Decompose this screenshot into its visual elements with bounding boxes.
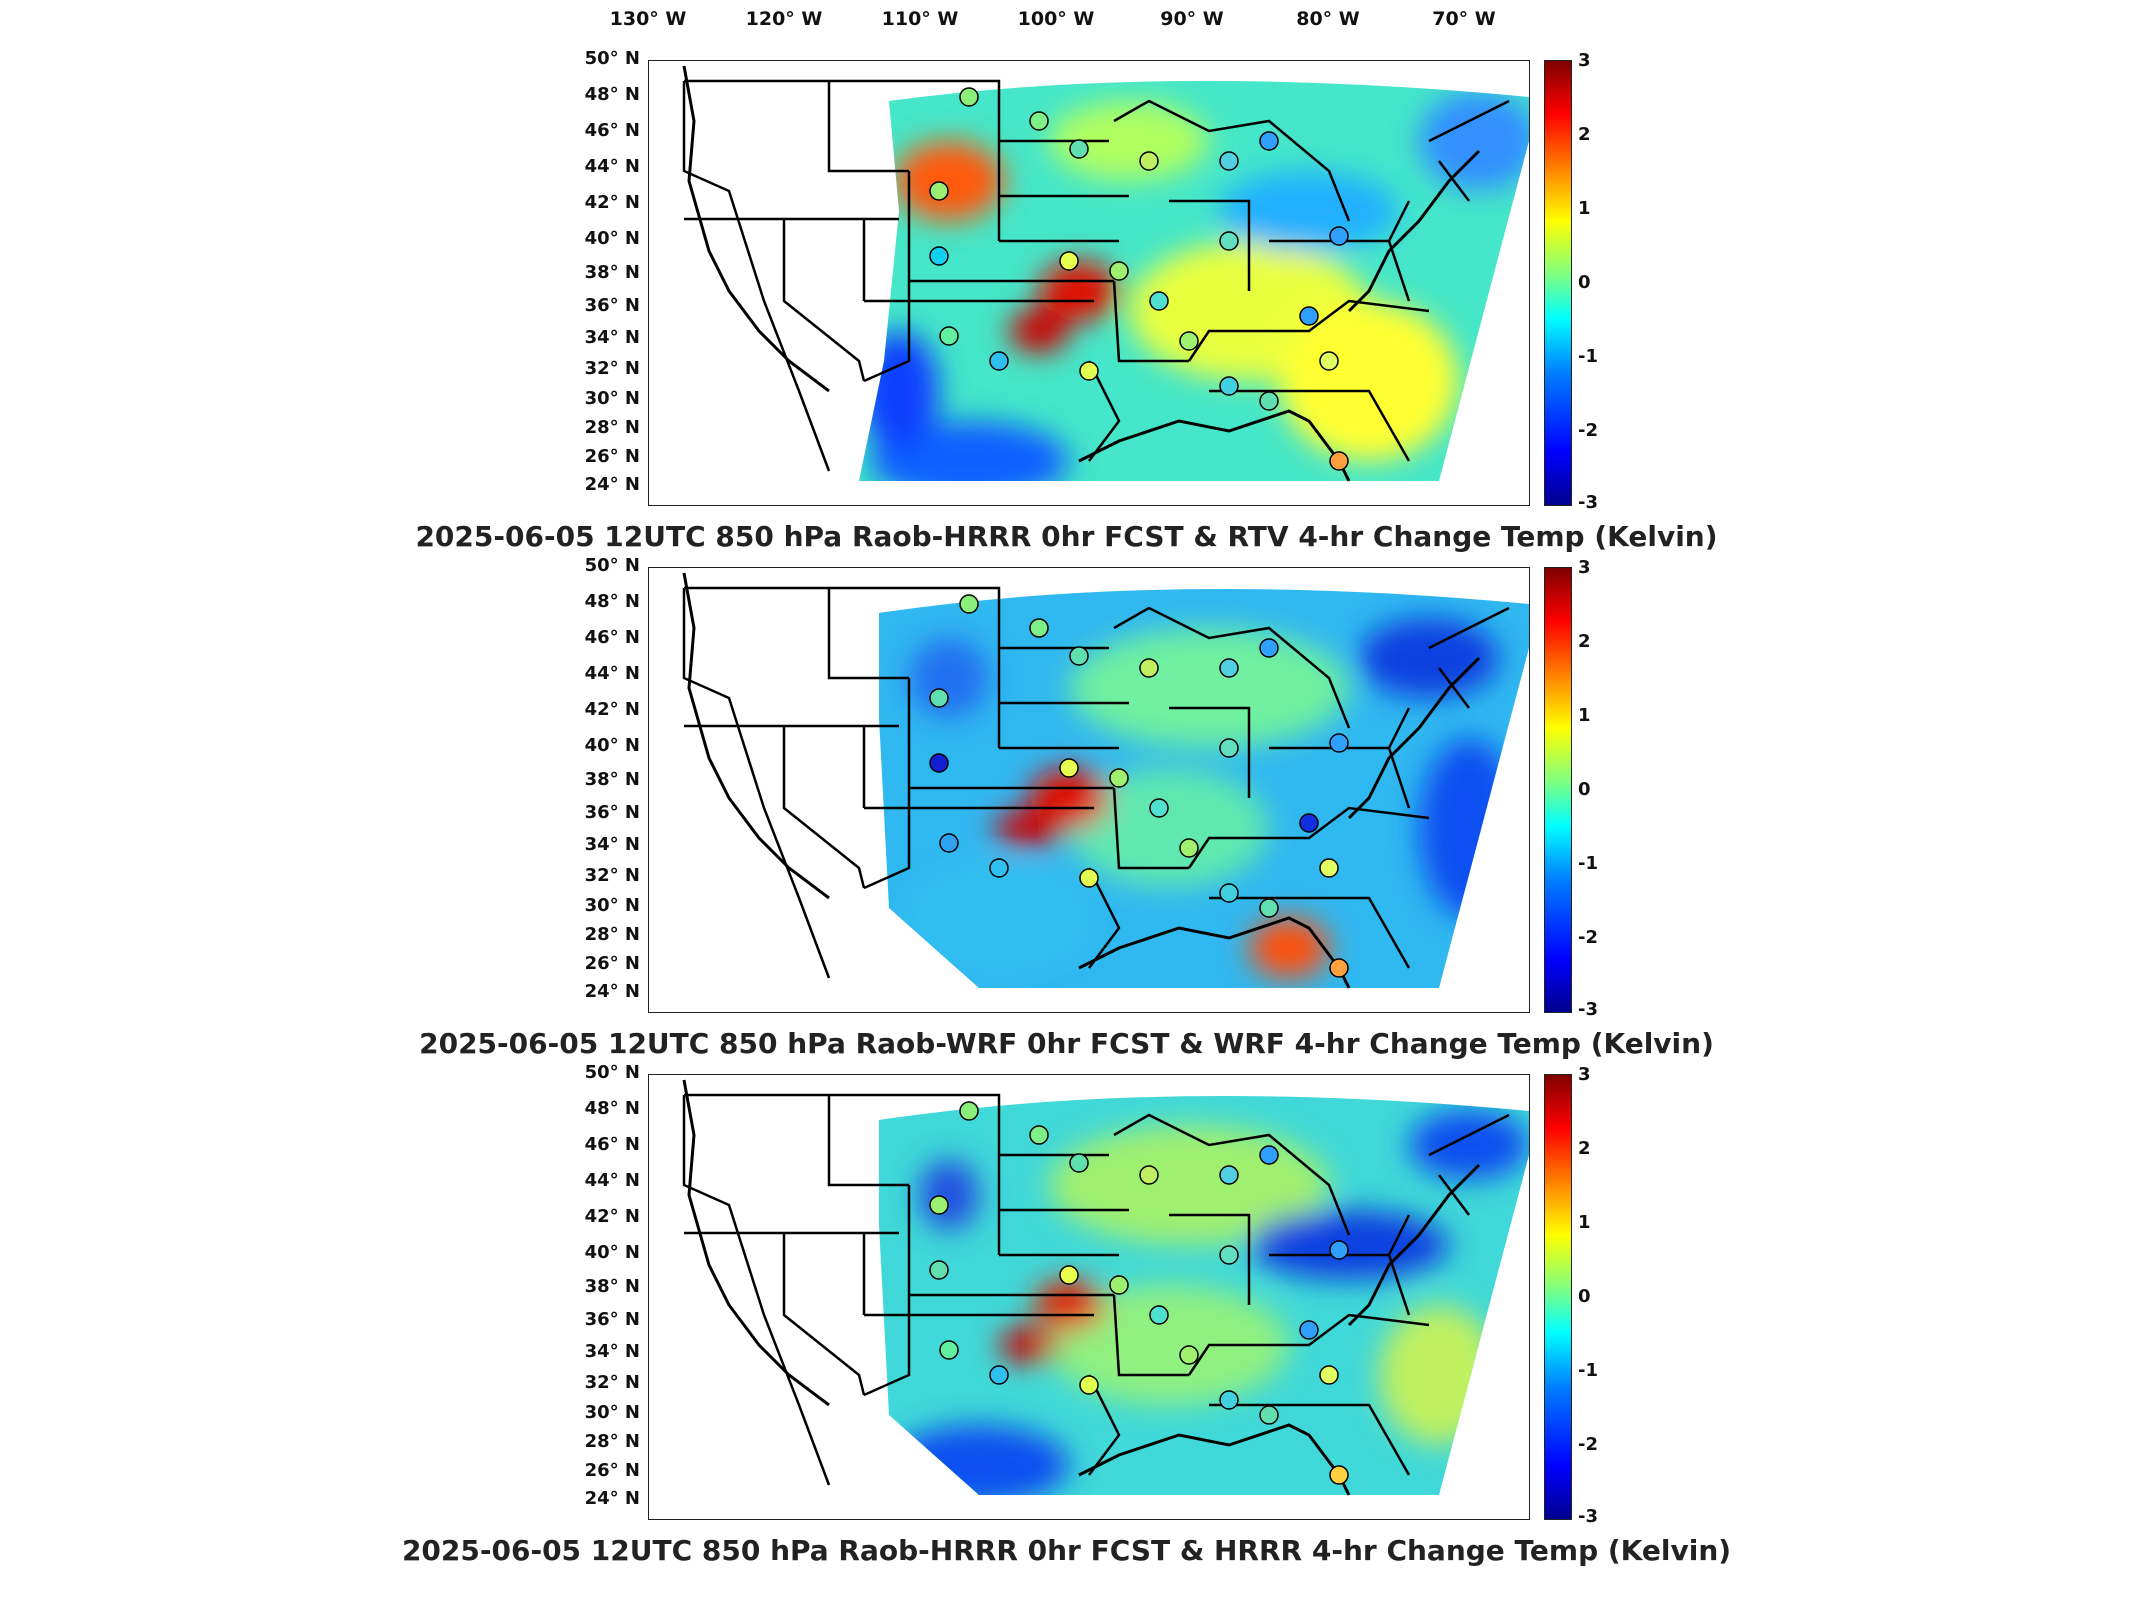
lat-label: 30° N — [584, 895, 640, 916]
colorbar-tick: 3 — [1578, 557, 1591, 578]
colorbar-tick: -2 — [1578, 1434, 1598, 1455]
colorbar-tick: 2 — [1578, 631, 1591, 652]
colorbar-tick: -2 — [1578, 420, 1598, 441]
lat-label: 34° N — [584, 834, 640, 855]
state-boundaries — [682, 586, 1510, 979]
panel-title: 2025-06-05 12UTC 850 hPa Raob-HRRR 0hr F… — [415, 520, 1718, 553]
lat-label: 26° N — [584, 1460, 640, 1481]
lon-label: 130° W — [609, 8, 687, 30]
colorbar-tick: 1 — [1578, 705, 1591, 726]
map-canvas — [682, 572, 1529, 989]
lat-label: 40° N — [584, 1242, 640, 1263]
colorbar — [1544, 1074, 1572, 1520]
panel-title: 2025-06-05 12UTC 850 hPa Raob-HRRR 0hr F… — [401, 1534, 1732, 1567]
lat-label: 26° N — [584, 953, 640, 974]
colorbar-tick: 3 — [1578, 1064, 1591, 1085]
lat-label: 38° N — [584, 262, 640, 283]
raob-stations — [929, 87, 1349, 471]
colorbar-tick: -2 — [1578, 927, 1598, 948]
map-frame — [648, 567, 1530, 1013]
temperature-field — [859, 80, 1529, 481]
lat-label: 50° N — [584, 1062, 640, 1083]
lat-label: 48° N — [584, 591, 640, 612]
lat-label: 40° N — [584, 228, 640, 249]
state-boundaries — [682, 1093, 1510, 1486]
lat-label: 40° N — [584, 735, 640, 756]
map-canvas — [682, 65, 1529, 482]
raob-stations — [929, 1101, 1349, 1485]
lon-label: 100° W — [1017, 8, 1095, 30]
map-panel-3: 50° N 48° N 46° N 44° N 42° N 40° N 38° … — [0, 1062, 2133, 1574]
state-boundaries — [682, 79, 1510, 472]
colorbar-tick: -1 — [1578, 346, 1598, 367]
lat-label: 48° N — [584, 84, 640, 105]
colorbar-tick: 3 — [1578, 50, 1591, 71]
map-panel-2: 50° N 48° N 46° N 44° N 42° N 40° N 38° … — [0, 555, 2133, 1067]
lat-label: 32° N — [584, 358, 640, 379]
lat-label: 42° N — [584, 1206, 640, 1227]
colorbar-tick: -3 — [1578, 492, 1598, 513]
lat-label: 28° N — [584, 924, 640, 945]
lat-label: 38° N — [584, 769, 640, 790]
lat-label: 24° N — [584, 474, 640, 495]
raob-stations — [929, 594, 1349, 978]
lat-label: 38° N — [584, 1276, 640, 1297]
lat-label: 42° N — [584, 192, 640, 213]
lat-label: 50° N — [584, 48, 640, 69]
lat-label: 46° N — [584, 120, 640, 141]
lon-label: 70° W — [1432, 8, 1496, 30]
lat-label: 32° N — [584, 1372, 640, 1393]
colorbar — [1544, 567, 1572, 1013]
map-frame — [648, 60, 1530, 506]
lat-label: 36° N — [584, 295, 640, 316]
lon-label: 110° W — [881, 8, 959, 30]
lon-label: 90° W — [1160, 8, 1224, 30]
lon-label: 120° W — [745, 8, 823, 30]
lat-label: 28° N — [584, 417, 640, 438]
lat-label: 44° N — [584, 156, 640, 177]
lat-label: 48° N — [584, 1098, 640, 1119]
lat-label: 46° N — [584, 627, 640, 648]
lat-label: 34° N — [584, 1341, 640, 1362]
colorbar-tick: 0 — [1578, 779, 1591, 800]
map-canvas — [682, 1079, 1529, 1496]
colorbar-tick: 1 — [1578, 198, 1591, 219]
temperature-field — [879, 1095, 1529, 1496]
lat-label: 26° N — [584, 446, 640, 467]
colorbar-tick: 0 — [1578, 1286, 1591, 1307]
map-panel-1: 50° N 48° N 46° N 44° N 42° N 40° N 38° … — [0, 48, 2133, 560]
lon-label: 80° W — [1296, 8, 1360, 30]
lat-label: 44° N — [584, 663, 640, 684]
lat-label: 30° N — [584, 1402, 640, 1423]
lat-label: 36° N — [584, 802, 640, 823]
lat-label: 30° N — [584, 388, 640, 409]
lat-label: 34° N — [584, 327, 640, 348]
lat-label: 50° N — [584, 555, 640, 576]
lat-label: 28° N — [584, 1431, 640, 1452]
lat-label: 24° N — [584, 981, 640, 1002]
lat-label: 44° N — [584, 1170, 640, 1191]
lat-label: 32° N — [584, 865, 640, 886]
lat-label: 24° N — [584, 1488, 640, 1509]
colorbar-tick: -3 — [1578, 999, 1598, 1020]
colorbar-tick: 2 — [1578, 124, 1591, 145]
colorbar-tick: -1 — [1578, 853, 1598, 874]
colorbar-tick: 0 — [1578, 272, 1591, 293]
colorbar — [1544, 60, 1572, 506]
panel-title: 2025-06-05 12UTC 850 hPa Raob-WRF 0hr FC… — [419, 1027, 1714, 1060]
colorbar-tick: 1 — [1578, 1212, 1591, 1233]
lat-label: 36° N — [584, 1309, 640, 1330]
colorbar-tick: -1 — [1578, 1360, 1598, 1381]
lat-label: 42° N — [584, 699, 640, 720]
colorbar-tick: -3 — [1578, 1506, 1598, 1527]
map-frame — [648, 1074, 1530, 1520]
colorbar-tick: 2 — [1578, 1138, 1591, 1159]
lat-label: 46° N — [584, 1134, 640, 1155]
